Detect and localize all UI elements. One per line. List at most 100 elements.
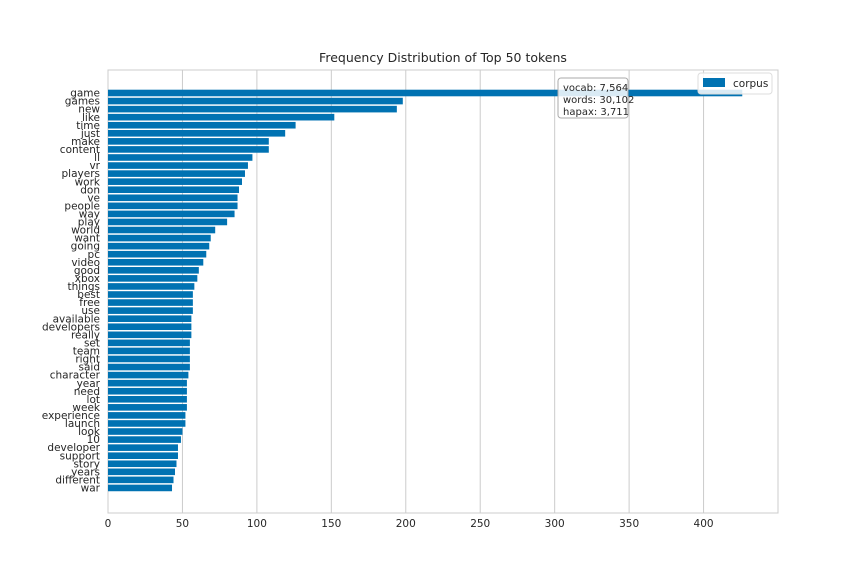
bar-ve [108, 194, 238, 202]
bar-developer [108, 444, 178, 451]
y-tick-label: really [71, 329, 100, 341]
legend: corpus [697, 72, 773, 95]
bar-don [108, 186, 240, 194]
bar-need [108, 387, 187, 395]
y-tick-label: play [78, 217, 100, 229]
bar-work [108, 178, 242, 185]
bar-week [108, 404, 187, 411]
x-tick-label: 300 [545, 518, 565, 530]
x-tick-labels: 0 50 100 150 200 250 300 350 400 [105, 518, 714, 530]
y-tick-label: game [70, 88, 100, 100]
x-tick-label: 250 [470, 518, 490, 530]
bar-different [108, 476, 174, 484]
y-tick-label: like [82, 112, 100, 124]
y-tick-label: experience [42, 410, 100, 422]
bar-experience [108, 412, 186, 419]
bar-year [108, 379, 187, 387]
y-tick-label: content [60, 144, 100, 156]
x-tick-label: 400 [694, 518, 714, 530]
bar-good [108, 267, 199, 274]
bar-best [108, 291, 193, 298]
y-tick-label: way [79, 209, 100, 221]
y-tick-label: ll [94, 152, 100, 164]
legend-swatch [703, 78, 725, 87]
bar-available [108, 315, 192, 322]
y-tick-label: games [65, 96, 100, 108]
bar-play [108, 218, 228, 226]
y-tick-label: going [71, 241, 100, 253]
y-tick-label: year [77, 378, 101, 390]
chart-title: Frequency Distribution of Top 50 tokens [319, 50, 567, 65]
bar-developers [108, 323, 192, 331]
y-tick-label: team [73, 346, 100, 358]
bar-new [108, 105, 397, 113]
bar-make [108, 138, 269, 145]
stats-box-frame [557, 77, 629, 119]
bar-support [108, 452, 178, 459]
y-tick-label: developers [42, 321, 100, 333]
y-tick-label: available [53, 313, 100, 325]
bar-things [108, 283, 195, 290]
y-tick-label: new [78, 104, 100, 116]
bar-lot [108, 395, 187, 403]
y-tick-label: vr [89, 160, 100, 172]
x-tick-label: 200 [396, 518, 416, 530]
y-tick-label: story [73, 458, 100, 470]
bar-just [108, 130, 286, 137]
bar-use [108, 307, 193, 314]
stats-vocab: vocab: 7,564 [563, 83, 628, 94]
y-tick-label: players [62, 168, 100, 180]
bar-said [108, 363, 190, 371]
x-tick-label: 50 [176, 518, 189, 530]
bar-vr [108, 162, 248, 169]
bar-really [108, 331, 192, 339]
x-tick-label: 0 [105, 518, 112, 530]
y-tick-label: time [76, 120, 100, 132]
bar-set [108, 339, 190, 347]
x-tick-label: 350 [619, 518, 639, 530]
y-tick-label: right [75, 354, 100, 366]
y-tick-labels: gamegamesnewliketimejustmakecontentllvrp… [42, 88, 101, 495]
bar-video [108, 258, 204, 266]
bar-story [108, 460, 177, 468]
y-tick-label: launch [65, 418, 100, 430]
bar-like [108, 113, 335, 121]
bar-ll [108, 154, 253, 161]
bar-launch [108, 420, 186, 427]
y-tick-label: look [78, 426, 101, 438]
y-tick-label: people [64, 200, 100, 212]
y-tick-label: things [68, 281, 100, 293]
bar-games [108, 97, 403, 105]
y-tick-label: best [77, 289, 100, 301]
y-tick-label: week [72, 402, 101, 414]
y-tick-label: ve [87, 192, 100, 204]
bar-team [108, 347, 190, 355]
bar-content [108, 146, 269, 153]
y-tick-label: years [71, 466, 100, 478]
y-tick-label: set [84, 337, 100, 349]
y-tick-label: pc [88, 249, 101, 261]
y-tick-label: need [74, 386, 100, 398]
y-tick-label: support [60, 450, 100, 462]
y-tick-label: video [71, 257, 100, 269]
y-tick-label: good [74, 265, 100, 277]
bar-character [108, 371, 189, 379]
y-tick-label: xbox [75, 273, 100, 285]
bar-time [108, 121, 296, 129]
bar-right [108, 355, 190, 363]
bars [108, 89, 743, 492]
y-tick-label: different [55, 474, 100, 486]
y-tick-label: said [79, 362, 101, 374]
y-tick-label: free [79, 297, 100, 309]
bar-pc [108, 250, 207, 258]
x-tick-label: 100 [247, 518, 267, 530]
bar-way [108, 210, 235, 218]
bar-look [108, 428, 183, 435]
y-tick-label: don [80, 184, 100, 196]
y-tick-label: want [74, 233, 100, 245]
bar-world [108, 226, 216, 234]
bar-going [108, 242, 210, 250]
y-tick-label: make [71, 136, 100, 148]
y-tick-label: war [81, 483, 101, 495]
